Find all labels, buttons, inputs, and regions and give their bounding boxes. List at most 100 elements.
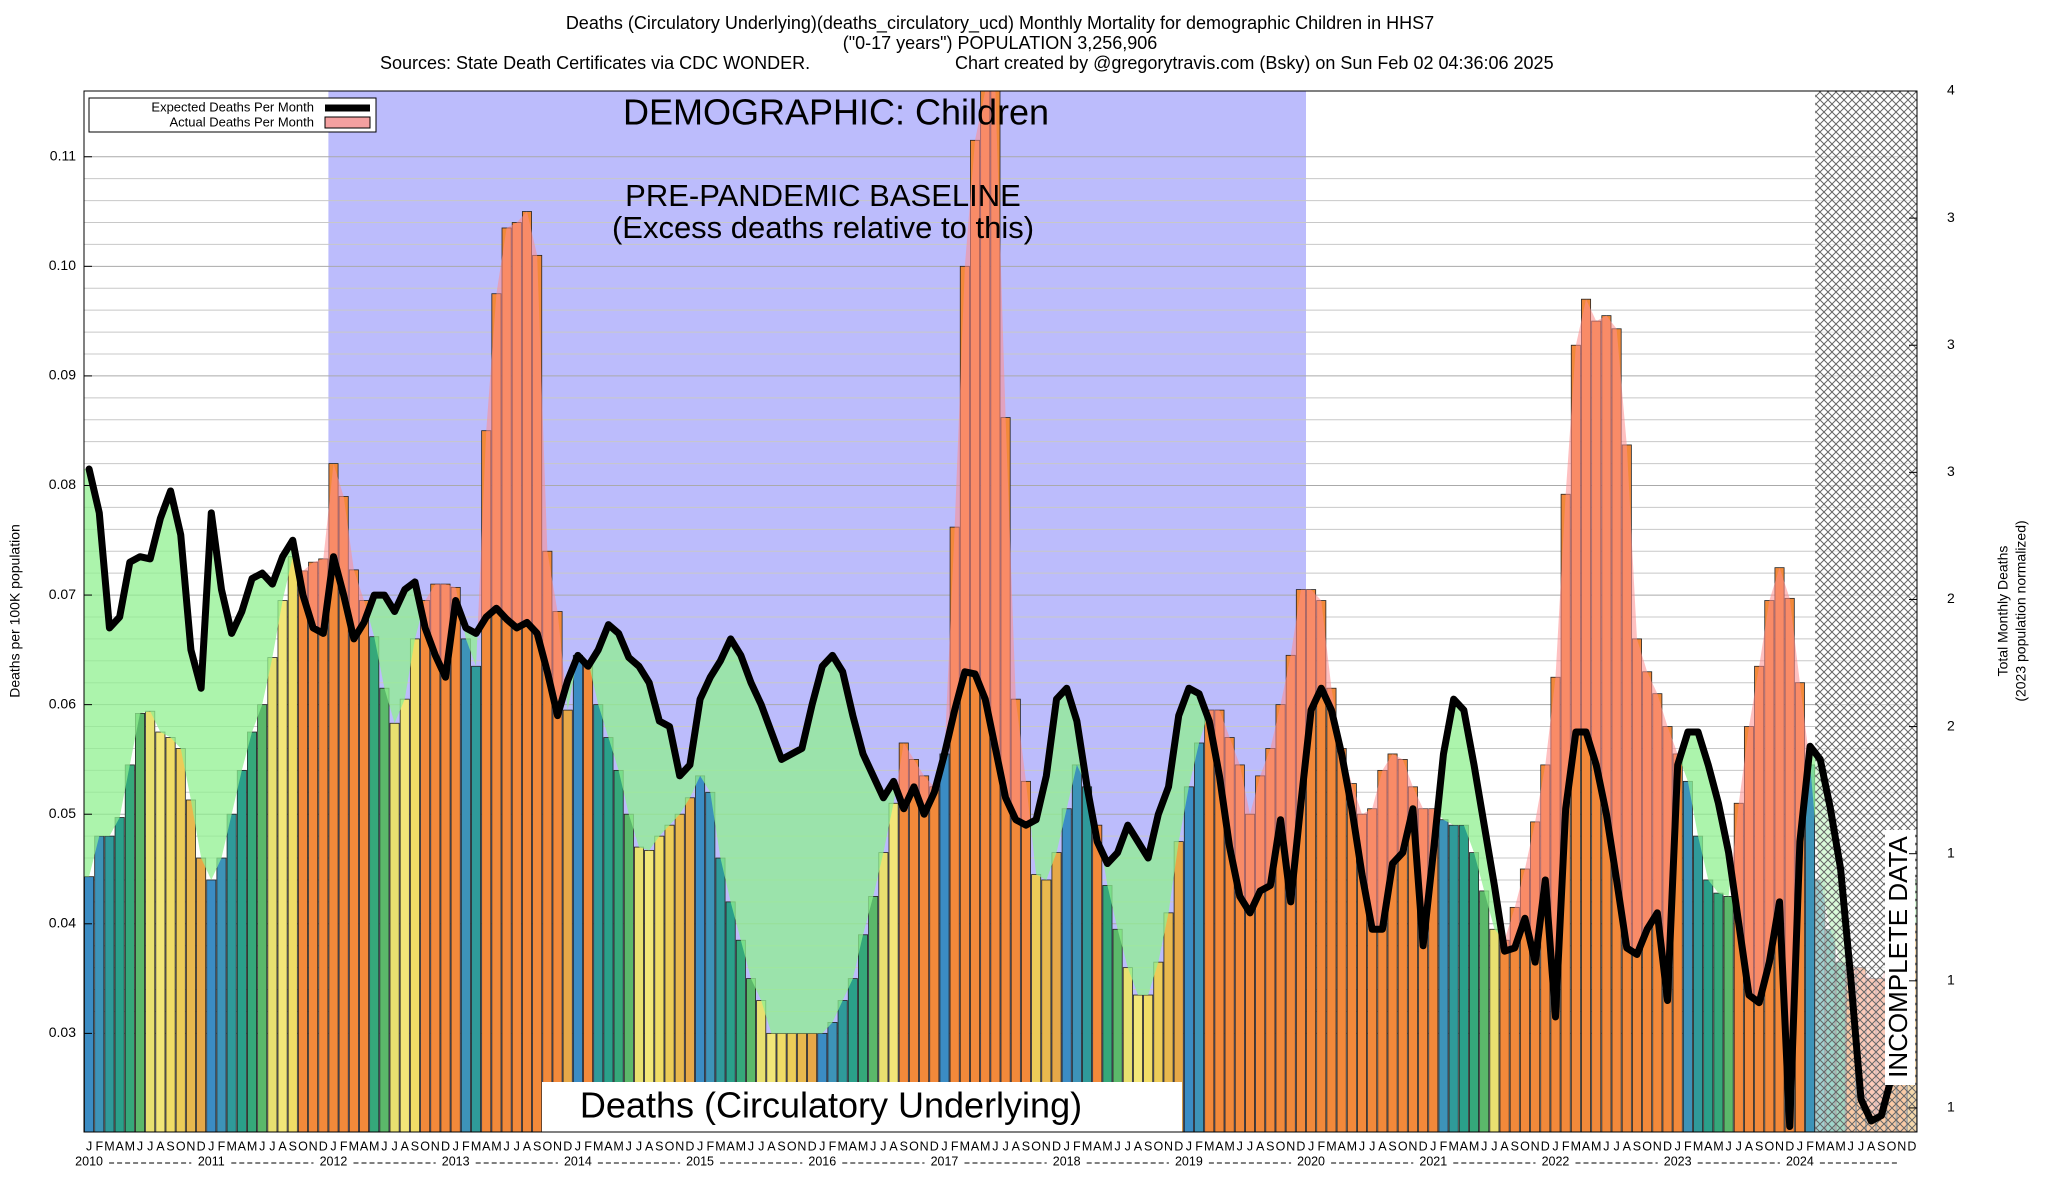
x-tick-label: J: [137, 1139, 143, 1153]
x-tick-label: A: [1337, 1139, 1346, 1153]
x-tick-label: O: [1153, 1139, 1163, 1153]
x-tick-label: D: [1296, 1139, 1305, 1153]
x-tick-label: M: [1713, 1139, 1723, 1153]
x-tick-label: D: [1663, 1139, 1672, 1153]
bar: [297, 570, 308, 1132]
x-tick-label: S: [1755, 1139, 1763, 1153]
bar: [247, 731, 258, 1132]
x-tick-label: M: [471, 1139, 481, 1153]
x-tick-label: F: [951, 1139, 959, 1153]
bar: [1489, 928, 1500, 1132]
x-tick-label: O: [1276, 1139, 1286, 1153]
y-tick-label: 0.08: [49, 476, 76, 492]
x-tick-label: D: [1052, 1139, 1061, 1153]
x-tick-label: A: [1867, 1139, 1876, 1153]
x-tick-label: J: [941, 1139, 947, 1153]
x-tick-label: O: [420, 1139, 430, 1153]
x-tick-label: S: [166, 1139, 174, 1153]
x-tick-label: M: [837, 1139, 847, 1153]
bar: [1682, 780, 1693, 1132]
bar: [1183, 786, 1194, 1132]
bar: [1448, 824, 1459, 1132]
annotation: (Excess deaths relative to this): [612, 210, 1034, 245]
y2-tick-label: 1: [1947, 972, 1955, 988]
x-tick-label: J: [1736, 1139, 1742, 1153]
expected-line: [85, 465, 1916, 1131]
x-tick-label: A: [401, 1139, 410, 1153]
y2-tick-label: 3: [1947, 463, 1955, 479]
bar: [613, 769, 624, 1132]
x-tick-label: J: [1359, 1139, 1365, 1153]
x-tick-label: M: [125, 1139, 135, 1153]
bar: [1805, 764, 1816, 1132]
sources: Sources: State Death Certificates via CD…: [380, 53, 810, 73]
x-tick-label: M: [715, 1139, 725, 1153]
bar: [206, 879, 217, 1132]
x-tick-label: A: [971, 1139, 980, 1153]
x-tick-label: N: [1653, 1139, 1662, 1153]
x-tick-label: J: [330, 1139, 336, 1153]
year-label: 2011: [198, 1154, 225, 1168]
x-tick-label: M: [858, 1139, 868, 1153]
bar: [420, 600, 431, 1132]
x-tick-label: O: [176, 1139, 186, 1153]
x-tick-label: J: [758, 1139, 764, 1153]
x-tick-label: D: [1541, 1139, 1550, 1153]
bar: [1723, 896, 1734, 1132]
x-tick-label: N: [186, 1139, 195, 1153]
bar: [104, 835, 115, 1132]
x-tick-label: F: [95, 1139, 103, 1153]
credit: Chart created by @gregorytravis.com (Bsk…: [955, 53, 1554, 73]
x-tick-label: A: [1745, 1139, 1754, 1153]
x-tick-label: M: [1224, 1139, 1234, 1153]
x-tick-label: A: [523, 1139, 532, 1153]
x-tick-label: J: [1675, 1139, 1681, 1153]
x-tick-label: M: [1204, 1139, 1214, 1153]
x-tick-label: M: [491, 1139, 501, 1153]
x-tick-label: A: [1460, 1139, 1469, 1153]
bar: [84, 876, 95, 1132]
x-tick-label: S: [655, 1139, 663, 1153]
bar: [583, 660, 594, 1132]
x-tick-label: F: [1195, 1139, 1203, 1153]
bar: [562, 709, 573, 1132]
x-tick-label: M: [1835, 1139, 1845, 1153]
x-tick-label: A: [278, 1139, 287, 1153]
x-tick-label: A: [115, 1139, 124, 1153]
x-tick-label: M: [1082, 1139, 1092, 1153]
bar: [94, 835, 105, 1132]
y-tick-label: 0.03: [49, 1024, 76, 1040]
x-tick-label: A: [1623, 1139, 1632, 1153]
x-tick-label: F: [706, 1139, 714, 1153]
year-label: 2023: [1664, 1154, 1692, 1168]
x-tick-label: A: [1826, 1139, 1835, 1153]
bar: [1499, 939, 1510, 1132]
x-tick-label: J: [1114, 1139, 1120, 1153]
bar: [277, 600, 288, 1132]
x-tick-label: N: [431, 1139, 440, 1153]
bar: [165, 737, 176, 1132]
x-tick-label: F: [1317, 1139, 1325, 1153]
x-tick-label: A: [1582, 1139, 1591, 1153]
x-tick-label: D: [563, 1139, 572, 1153]
x-tick-label: M: [226, 1139, 236, 1153]
x-tick-label: A: [238, 1139, 247, 1153]
x-tick-label: O: [665, 1139, 675, 1153]
x-tick-label: O: [1398, 1139, 1408, 1153]
x-tick-label: J: [1247, 1139, 1253, 1153]
x-tick-label: F: [1684, 1139, 1692, 1153]
bar: [1458, 824, 1469, 1132]
bar: [1336, 748, 1347, 1132]
x-tick-label: F: [1806, 1139, 1814, 1153]
legend-swatch: [324, 116, 371, 129]
x-tick-label: F: [340, 1139, 348, 1153]
x-tick-label: J: [1369, 1139, 1375, 1153]
x-tick-label: A: [1134, 1139, 1143, 1153]
year-label: 2024: [1786, 1154, 1814, 1168]
x-tick-label: S: [1877, 1139, 1885, 1153]
bar: [359, 600, 370, 1132]
year-label: 2013: [442, 1154, 470, 1168]
x-tick-label: S: [900, 1139, 908, 1153]
x-tick-label: F: [829, 1139, 837, 1153]
x-tick-label: D: [1174, 1139, 1183, 1153]
